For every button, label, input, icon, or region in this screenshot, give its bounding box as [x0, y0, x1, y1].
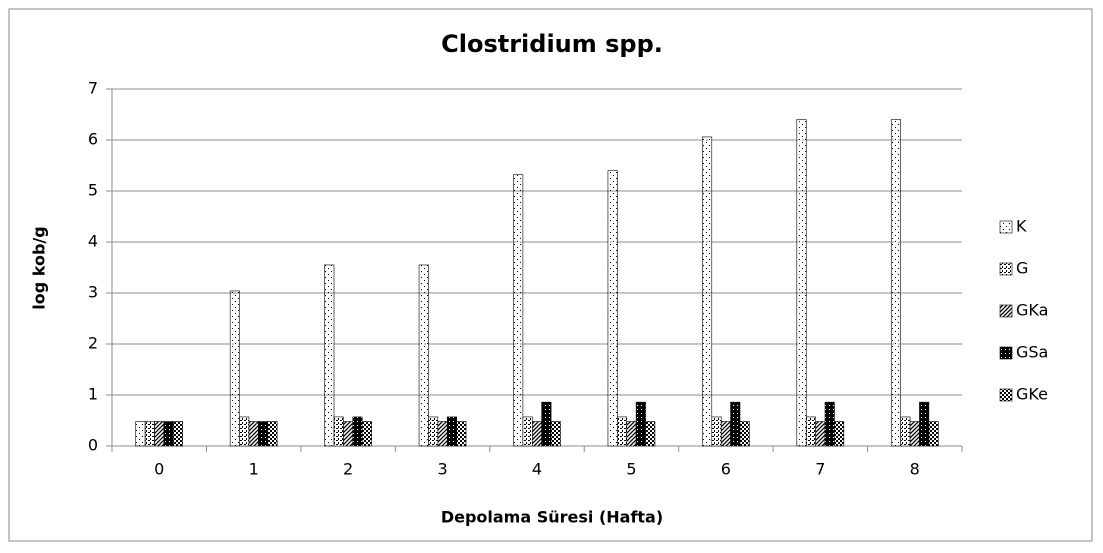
bar	[258, 421, 269, 447]
bar	[626, 421, 637, 447]
bar	[239, 416, 250, 447]
bar	[173, 421, 184, 447]
bar	[834, 421, 845, 447]
bar	[229, 290, 240, 447]
bar	[446, 416, 457, 447]
x-axis-label: Depolama Süresi (Hafta)	[441, 508, 663, 527]
bar	[928, 421, 939, 447]
bar	[163, 421, 174, 447]
bar	[531, 421, 542, 447]
bar	[635, 401, 646, 447]
bar	[248, 421, 259, 447]
bar	[541, 401, 552, 447]
x-tick-label: 6	[721, 460, 731, 479]
y-tick-label: 6	[88, 130, 98, 149]
bar	[919, 401, 930, 447]
chart-frame	[8, 8, 1093, 542]
legend-label: GKa	[1016, 301, 1048, 320]
x-tick-label: 7	[815, 460, 825, 479]
bar	[607, 170, 618, 447]
y-axis-label: log kob/g	[30, 226, 49, 309]
x-tick-label: 1	[249, 460, 259, 479]
bar	[352, 416, 363, 447]
y-tick-label: 2	[88, 334, 98, 353]
bar	[343, 421, 354, 447]
bar	[720, 421, 731, 447]
bar	[702, 136, 713, 447]
legend-swatch	[999, 262, 1013, 276]
bar	[711, 416, 722, 447]
bar	[815, 421, 826, 447]
bar	[550, 421, 561, 447]
y-tick-label: 0	[88, 436, 98, 455]
x-tick-label: 3	[437, 460, 447, 479]
bar	[645, 421, 656, 447]
bar	[333, 416, 344, 447]
bar	[267, 421, 278, 447]
bar	[890, 119, 901, 447]
x-tick-label: 0	[154, 460, 164, 479]
legend-label: GSa	[1016, 343, 1048, 362]
bar	[824, 401, 835, 447]
bar	[909, 421, 920, 447]
bar	[135, 421, 146, 447]
y-tick-label: 5	[88, 181, 98, 200]
bar	[805, 416, 816, 447]
legend-swatch	[999, 304, 1013, 318]
y-tick-label: 1	[88, 385, 98, 404]
x-tick-label: 8	[910, 460, 920, 479]
legend-swatch	[999, 346, 1013, 360]
x-tick-label: 4	[532, 460, 542, 479]
bar	[437, 421, 448, 447]
bar	[324, 264, 335, 447]
bar	[513, 174, 524, 447]
legend-label: GKe	[1016, 385, 1048, 404]
legend-swatch	[999, 388, 1013, 402]
bar	[428, 416, 439, 447]
bar	[730, 401, 741, 447]
x-tick-label: 2	[343, 460, 353, 479]
bar	[456, 421, 467, 447]
bar	[144, 421, 155, 447]
y-tick-label: 7	[88, 79, 98, 98]
bar	[900, 416, 911, 447]
bar	[418, 264, 429, 447]
bar	[361, 421, 372, 447]
bar	[617, 416, 628, 447]
bar	[796, 119, 807, 447]
bar	[154, 421, 165, 447]
x-tick-label: 5	[626, 460, 636, 479]
chart-title: Clostridium spp.	[441, 30, 663, 58]
bar	[739, 421, 750, 447]
bar	[522, 416, 533, 447]
y-tick-label: 3	[88, 283, 98, 302]
legend-label: G	[1016, 259, 1028, 278]
y-tick-label: 4	[88, 232, 98, 251]
legend-swatch	[999, 220, 1013, 234]
legend-label: K	[1016, 217, 1027, 236]
